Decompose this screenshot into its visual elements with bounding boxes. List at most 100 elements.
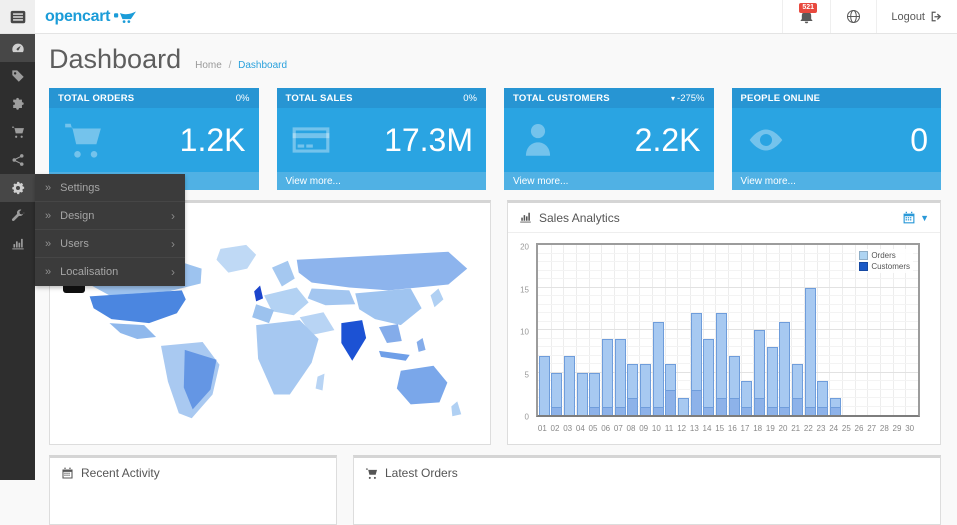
customers-bar — [829, 406, 841, 415]
notification-count-badge: 521 — [799, 3, 818, 13]
sidebar-item-tools[interactable] — [0, 202, 35, 230]
customers-bar — [639, 406, 651, 415]
sidebar-item-marketing[interactable] — [0, 146, 35, 174]
x-tick-label: 03 — [563, 424, 573, 433]
flyout-item-label: Design — [60, 209, 95, 222]
sidebar-item-extensions[interactable] — [0, 90, 35, 118]
tile-value: 1.2K — [179, 121, 246, 158]
tile-label: TOTAL ORDERS — [58, 92, 135, 104]
orders-bar — [715, 313, 727, 415]
flyout-menu-item[interactable]: » Localisation › — [35, 258, 185, 286]
gridline — [892, 245, 894, 415]
double-angle-icon: » — [45, 237, 52, 250]
sidebar-nav — [0, 34, 35, 480]
menu-toggle-button[interactable] — [0, 0, 35, 33]
tile-header: TOTAL SALES 0% — [276, 88, 486, 108]
logo-text: opencart — [45, 7, 111, 25]
orders-bar — [639, 364, 651, 415]
sidebar-item-sales[interactable] — [0, 118, 35, 146]
stores-button[interactable] — [830, 0, 876, 33]
caret-down-icon: ▼ — [920, 212, 929, 223]
tile-header: TOTAL CUSTOMERS ▾ -275% — [504, 88, 714, 108]
x-tick-label: 25 — [841, 424, 851, 433]
date-range-button[interactable]: ▼ — [902, 211, 929, 225]
customers-bar — [766, 406, 778, 415]
chart-legend: Orders Customers — [856, 249, 913, 273]
sales-analytics-header: Sales Analytics ▼ — [508, 203, 940, 233]
gridline — [588, 245, 590, 415]
sidebar-item-dashboard[interactable] — [0, 34, 35, 62]
flyout-item-label: Settings — [60, 181, 100, 194]
orders-bar — [563, 355, 575, 415]
tile-label: TOTAL SALES — [285, 92, 353, 104]
gridline — [854, 245, 856, 415]
x-tick-label: 30 — [905, 424, 915, 433]
sidebar-item-catalog[interactable] — [0, 62, 35, 90]
orders-bar — [576, 372, 588, 415]
opencart-logo[interactable]: opencart — [45, 0, 137, 33]
breadcrumb-home-link[interactable]: Home — [195, 60, 222, 71]
orders-bar — [677, 398, 689, 415]
sidebar-item-system[interactable] — [0, 174, 35, 202]
gridline — [576, 245, 577, 415]
customers-bar — [551, 406, 563, 415]
x-tick-label: 16 — [727, 424, 737, 433]
chevron-right-icon: › — [171, 265, 175, 279]
gridline — [538, 405, 918, 407]
view-more-link[interactable]: View more... — [276, 172, 486, 190]
x-tick-label: 10 — [651, 424, 661, 433]
gridline — [550, 245, 552, 415]
bar-chart-icon — [11, 237, 25, 251]
cart-icon — [11, 125, 25, 139]
x-tick-label: 19 — [765, 424, 775, 433]
logout-button[interactable]: Logout — [876, 0, 957, 33]
tile-value: 2.2K — [634, 121, 701, 158]
orders-bar — [804, 287, 816, 415]
customers-bar — [703, 406, 715, 415]
recent-activity-title: Recent Activity — [81, 466, 160, 480]
x-tick-label: 20 — [778, 424, 788, 433]
view-more-link[interactable]: View more... — [504, 172, 714, 190]
gridline — [538, 286, 918, 288]
gridline — [538, 346, 918, 347]
gridline — [538, 388, 918, 390]
orders-bar — [614, 338, 626, 415]
flyout-menu-item[interactable]: » Settings — [35, 174, 185, 202]
gridline — [538, 269, 918, 271]
tile-header: PEOPLE ONLINE — [731, 88, 941, 108]
customers-bar — [614, 406, 626, 415]
chart-x-axis-labels: 01 02 03 04 05 06 07 08 09 10 11 12 13 14 15 16 17 18 19 20… — [536, 424, 920, 436]
topbar-spacer — [136, 0, 782, 33]
y-tick-label: 20 — [520, 242, 529, 252]
orders-bar — [728, 355, 740, 415]
x-tick-label: 26 — [854, 424, 864, 433]
system-flyout-menu: » Settings » Design › » Users › » Locali… — [35, 174, 185, 286]
x-tick-label: 21 — [791, 424, 801, 433]
sales-analytics-panel: Sales Analytics ▼ 0 5 10 15 20 Orders Custome… — [507, 200, 941, 445]
gridline — [740, 245, 742, 415]
gridline — [538, 303, 918, 305]
view-more-link[interactable]: View more... — [731, 172, 941, 190]
orders-bar — [817, 381, 829, 415]
tile-delta: 0% — [463, 92, 477, 104]
customers-bar — [753, 398, 765, 415]
flyout-menu-item[interactable]: » Users › — [35, 230, 185, 258]
flyout-menu-item[interactable]: » Design › — [35, 202, 185, 230]
double-angle-icon: » — [45, 181, 52, 194]
tile-delta: ▾ -275% — [671, 92, 705, 104]
gridline — [538, 295, 918, 296]
customers-bar — [589, 406, 601, 415]
legend-entry: Customers — [859, 262, 910, 271]
cart-icon — [365, 467, 378, 480]
orders-bar — [551, 372, 563, 415]
sidebar-item-reports[interactable] — [0, 230, 35, 258]
chart-y-axis-labels: 0 5 10 15 20 — [508, 242, 532, 422]
breadcrumb-current-link[interactable]: Dashboard — [238, 60, 288, 71]
notifications-button[interactable]: 521 — [782, 0, 830, 33]
customers-bar — [715, 398, 727, 415]
gridline — [766, 245, 767, 415]
gear-icon — [11, 181, 25, 195]
orders-bar — [791, 364, 803, 415]
gridline — [538, 380, 918, 381]
logout-icon — [930, 10, 943, 23]
